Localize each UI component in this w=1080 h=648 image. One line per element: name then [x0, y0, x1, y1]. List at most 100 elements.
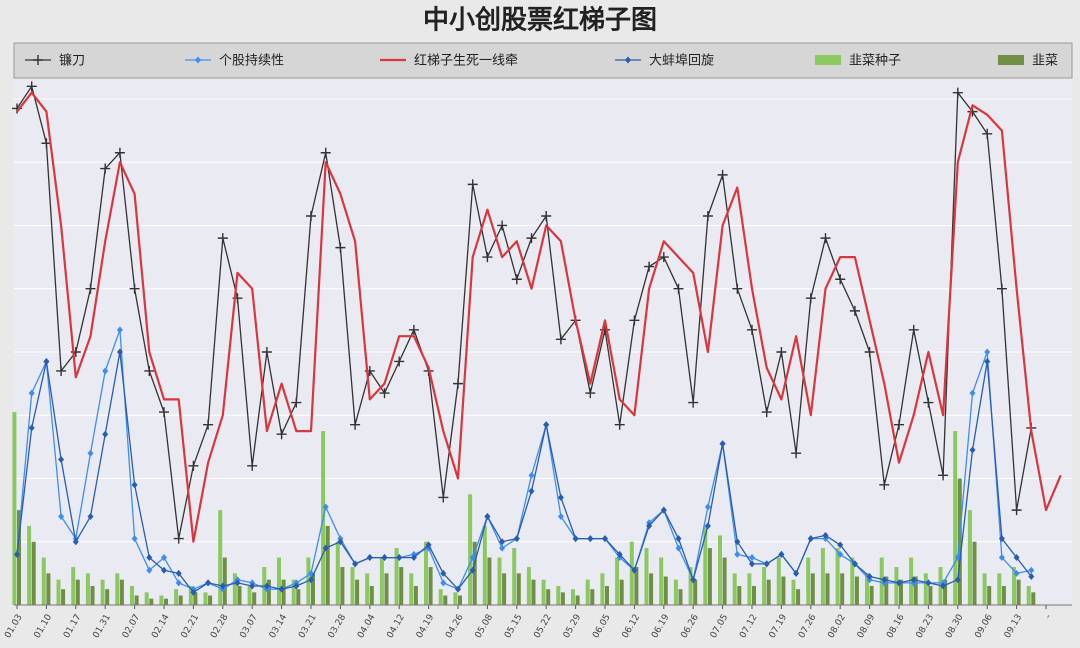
point-marker	[322, 544, 329, 552]
point-marker	[335, 242, 346, 253]
point-marker	[646, 522, 653, 530]
bar	[810, 573, 815, 605]
x-tick-label: 03.28	[327, 613, 349, 641]
point-marker	[940, 582, 947, 590]
point-marker	[308, 576, 314, 584]
point-marker	[116, 348, 123, 356]
point-marker	[675, 544, 682, 552]
x-tick-label: 01.03	[3, 613, 25, 640]
bar	[350, 567, 355, 605]
bar	[835, 548, 840, 605]
point-marker	[350, 419, 361, 430]
bar	[56, 579, 61, 605]
bar	[718, 535, 722, 605]
bar	[355, 579, 360, 605]
bar	[766, 579, 771, 605]
bar	[722, 557, 727, 605]
bar	[615, 557, 620, 605]
bar	[997, 573, 1002, 605]
x-tick-label: 08.02	[826, 613, 848, 640]
point-marker	[820, 233, 831, 244]
point-marker	[440, 579, 447, 587]
bar	[840, 573, 845, 605]
point-marker	[587, 535, 594, 543]
point-marker	[761, 407, 772, 418]
point-marker	[602, 535, 608, 543]
point-marker	[1028, 566, 1035, 574]
bar	[1016, 579, 1021, 605]
point-marker	[763, 560, 770, 568]
x-tick-label: 02.28	[209, 613, 231, 641]
x-tick-label: 03.07	[238, 613, 260, 640]
point-marker	[26, 81, 37, 92]
point-marker	[526, 233, 537, 244]
point-marker	[129, 283, 140, 294]
point-marker	[896, 579, 902, 587]
bar	[75, 579, 80, 605]
bar	[277, 557, 281, 605]
point-marker	[835, 274, 846, 285]
point-marker	[572, 535, 579, 543]
bar	[531, 579, 536, 605]
bar	[1012, 567, 1016, 605]
bar	[556, 586, 561, 605]
point-marker	[660, 506, 667, 514]
point-marker	[704, 503, 711, 511]
point-marker	[837, 550, 844, 558]
point-marker	[234, 579, 241, 587]
point-marker	[675, 535, 682, 543]
point-marker	[908, 324, 919, 335]
point-marker	[600, 324, 610, 335]
legend-label: 大蚌埠回旋	[649, 54, 714, 69]
point-marker	[33, 55, 43, 65]
x-tick-label: 03.21	[297, 613, 319, 640]
bar	[987, 586, 992, 605]
point-marker	[793, 569, 800, 577]
bar	[791, 579, 796, 605]
bar	[634, 567, 639, 605]
bar	[1031, 592, 1036, 605]
bar	[281, 579, 286, 605]
point-marker	[996, 283, 1007, 294]
x-tick-label: 05.22	[532, 613, 554, 640]
x-tick-label: 01.31	[91, 613, 113, 640]
point-marker	[85, 283, 96, 294]
bar	[409, 573, 414, 605]
point-marker	[219, 582, 226, 590]
point-marker	[291, 397, 302, 408]
point-marker	[14, 550, 20, 558]
x-tick-label: 06.26	[679, 613, 701, 641]
x-tick-label: 04.19	[415, 613, 437, 641]
bar	[468, 494, 473, 605]
point-marker	[217, 233, 228, 244]
bar	[825, 573, 830, 605]
point-marker	[320, 147, 331, 158]
bar	[369, 586, 374, 605]
point-marker	[528, 471, 535, 479]
point-marker	[249, 582, 256, 590]
bar	[130, 586, 134, 605]
point-marker	[879, 479, 890, 490]
point-marker	[719, 440, 726, 448]
bar	[115, 573, 120, 605]
bar	[854, 576, 859, 605]
bar	[752, 586, 756, 605]
point-marker	[278, 585, 285, 593]
bar	[208, 595, 213, 605]
point-marker	[984, 348, 991, 356]
series-line	[16, 85, 1032, 540]
series-line	[16, 91, 1062, 543]
point-marker	[499, 538, 506, 546]
point-marker	[322, 503, 329, 511]
point-marker	[146, 566, 153, 574]
bar	[222, 557, 227, 605]
bar	[438, 589, 443, 605]
bar	[12, 412, 17, 605]
point-marker	[175, 579, 182, 587]
point-marker	[366, 554, 373, 562]
point-marker	[866, 573, 873, 581]
point-marker	[511, 274, 522, 285]
point-marker	[58, 512, 65, 520]
bar	[869, 586, 874, 605]
point-marker	[484, 512, 491, 520]
